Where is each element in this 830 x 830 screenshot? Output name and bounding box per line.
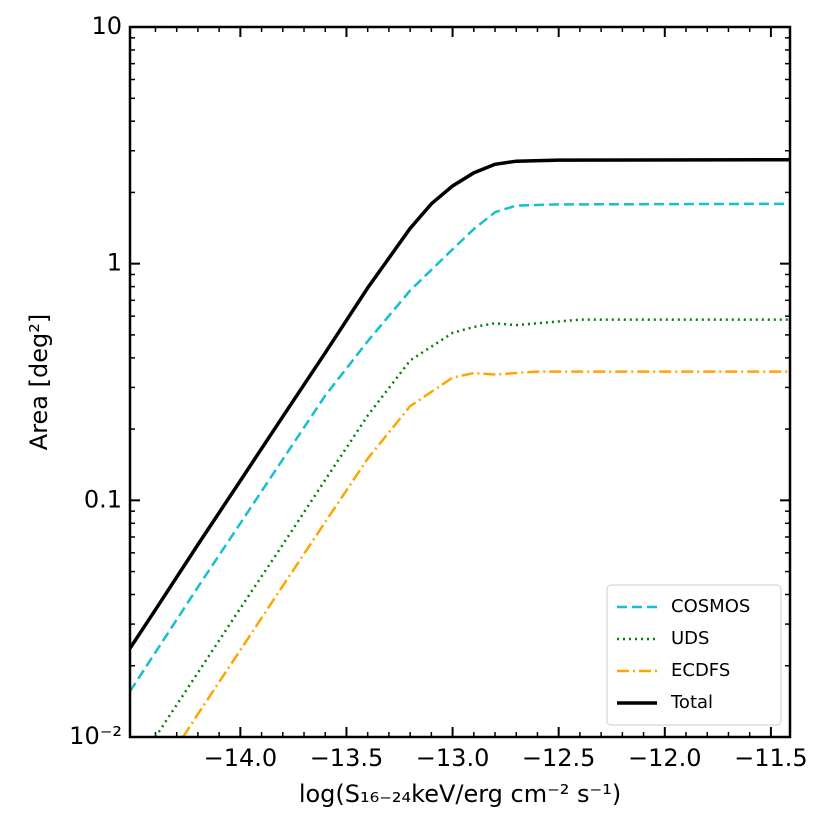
- x-tick-label: −13.5: [310, 744, 384, 772]
- series-line: [154, 318, 790, 737]
- x-tick-label: −12.0: [628, 744, 702, 772]
- legend-label: ECDFS: [671, 660, 730, 681]
- x-tick-label: −14.0: [204, 744, 278, 772]
- legend-label: Total: [670, 692, 713, 713]
- series-line: [130, 157, 790, 650]
- series-line: [130, 202, 790, 692]
- legend-box: [606, 584, 782, 726]
- x-tick-label: −11.5: [734, 744, 808, 772]
- legend-label: UDS: [671, 628, 709, 649]
- y-axis-label: Area [deg²]: [25, 314, 53, 450]
- x-axis-label: log(S₁₆₋₂₄keV/erg cm⁻² s⁻¹): [299, 780, 621, 808]
- x-tick-label: −12.5: [522, 744, 596, 772]
- plot-area: [130, 157, 790, 737]
- y-tick-label: 10: [91, 12, 122, 40]
- y-tick-label: 10⁻²: [69, 722, 122, 750]
- legend-label: COSMOS: [671, 596, 750, 617]
- series-line: [182, 370, 790, 737]
- plot-frame: [128, 25, 792, 739]
- x-tick-label: −13.0: [416, 744, 490, 772]
- y-tick-label: 1: [107, 249, 122, 277]
- y-tick-label: 0.1: [84, 485, 122, 513]
